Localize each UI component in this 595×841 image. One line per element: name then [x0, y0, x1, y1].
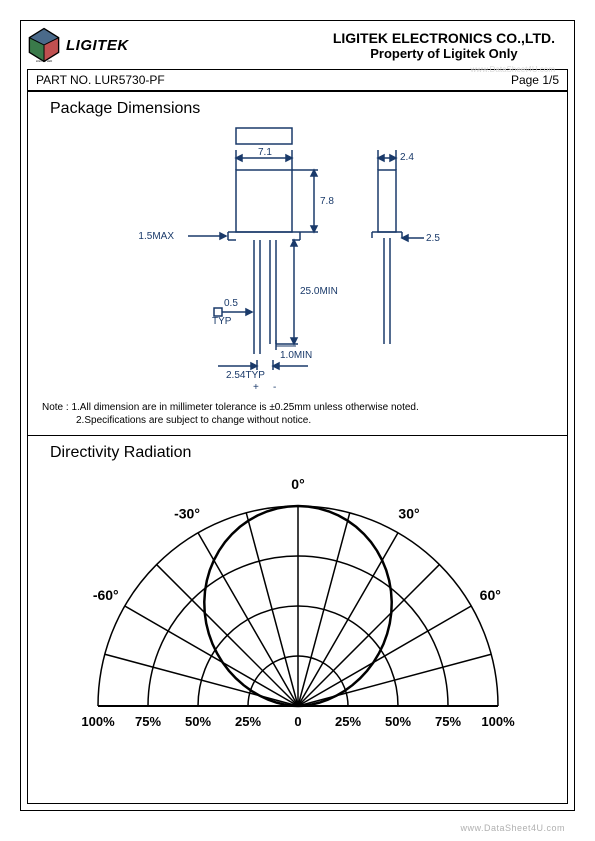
brand-text: LIGITEK	[66, 37, 129, 54]
dim-pitch: 2.54TYP	[226, 370, 265, 381]
company-name: LIGITEK ELECTRONICS CO.,LTD.	[333, 30, 555, 46]
svg-text:50%: 50%	[384, 714, 410, 729]
svg-text:25%: 25%	[234, 714, 260, 729]
svg-text:LIGITEK LED: LIGITEK LED	[36, 59, 52, 63]
dim-side-lead: 2.5	[426, 233, 440, 244]
page-number: Page 1/5	[511, 73, 559, 87]
note-2: 2.Specifications are subject to change w…	[42, 414, 553, 427]
header: LIGITEK LED LIGITEK LIGITEK ELECTRONICS …	[20, 20, 575, 70]
plus-mark: +	[253, 382, 259, 392]
part-number: PART NO. LUR5730-PF	[36, 73, 165, 87]
svg-text:100%: 100%	[81, 714, 115, 729]
radiation-title: Directivity Radiation	[28, 436, 567, 466]
svg-text:30°: 30°	[398, 506, 419, 522]
svg-text:100%: 100%	[481, 714, 515, 729]
dim-height: 7.8	[320, 196, 334, 207]
package-drawing: 7.1 7.8 1.5MAX 2	[28, 122, 567, 397]
property-line: Property of Ligitek Only	[333, 46, 555, 61]
package-title: Package Dimensions	[28, 92, 567, 122]
svg-text:25%: 25%	[334, 714, 360, 729]
dim-leadsq: 0.5	[224, 298, 238, 309]
ligitek-logo-icon: LIGITEK LED	[26, 27, 62, 63]
watermark-top: www.DataSheet4U.com	[471, 65, 555, 74]
svg-text:75%: 75%	[434, 714, 460, 729]
svg-text:-30°: -30°	[174, 506, 200, 522]
dim-leadsq-typ: TYP	[212, 316, 232, 327]
page-frame: LIGITEK LED LIGITEK LIGITEK ELECTRONICS …	[20, 20, 575, 811]
minus-mark: -	[273, 382, 276, 392]
dim-shoulder: 1.5MAX	[138, 231, 174, 242]
dim-width: 7.1	[258, 147, 272, 158]
svg-text:75%: 75%	[134, 714, 160, 729]
note-1: Note : 1.All dimension are in millimeter…	[42, 401, 553, 414]
svg-text:60°: 60°	[479, 587, 500, 603]
dim-side-w: 2.4	[400, 152, 414, 163]
svg-text:0°: 0°	[291, 476, 304, 492]
dim-gap: 1.0MIN	[280, 350, 312, 361]
watermark-bottom: www.DataSheet4U.com	[460, 823, 565, 833]
logo-block: LIGITEK LED LIGITEK	[20, 27, 129, 63]
notes: Note : 1.All dimension are in millimeter…	[28, 397, 567, 433]
dim-leadlen: 25.0MIN	[300, 286, 338, 297]
polar-chart: -60° -30° 0° 30° 60° 100% 75% 50% 25% 0 25% 50% 75% 1…	[28, 466, 567, 747]
svg-text:0: 0	[294, 714, 301, 729]
svg-text:-60°: -60°	[92, 587, 118, 603]
svg-text:50%: 50%	[184, 714, 210, 729]
company-block: LIGITEK ELECTRONICS CO.,LTD. Property of…	[333, 30, 575, 61]
content-frame: Package Dimensions	[27, 91, 568, 804]
